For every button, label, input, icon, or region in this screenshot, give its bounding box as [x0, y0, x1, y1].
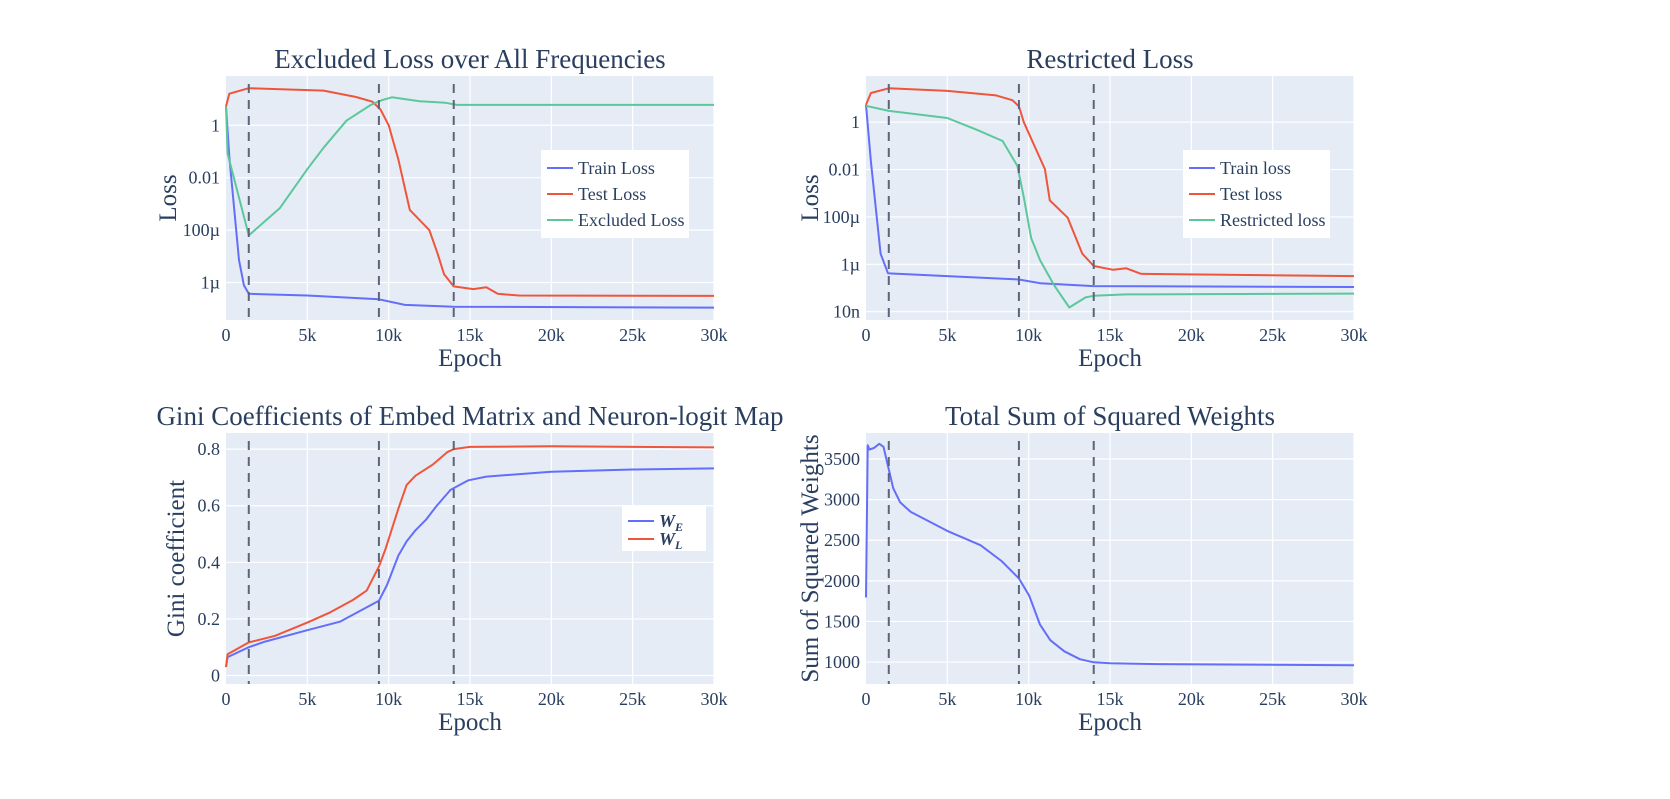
y-tick-label: 1000: [824, 652, 860, 672]
x-tick-label: 30k: [701, 689, 728, 709]
x-tick-label: 5k: [938, 689, 956, 709]
x-tick-label: 30k: [1341, 325, 1368, 345]
x-axis-title: Epoch: [1078, 345, 1142, 372]
y-tick-label: 10n: [833, 302, 860, 322]
x-tick-label: 15k: [457, 689, 484, 709]
chart-title: Total Sum of Squared Weights: [945, 401, 1275, 431]
y-axis-title: Gini coefficient: [163, 480, 190, 637]
x-axis-title: Epoch: [438, 709, 502, 736]
subplot-1: 0 5k 10k 15k 20k 25k 30k 1 0.01 100µ 1µ Excluded Lo…: [155, 44, 728, 372]
y-tick-label: 0.01: [189, 168, 221, 188]
series-line-3: [865, 104, 1355, 309]
x-tick-label: 10k: [1015, 325, 1042, 345]
x-tick-label: 20k: [538, 689, 565, 709]
y-tick-label: 1µ: [841, 254, 860, 274]
x-tick-label: 0: [222, 325, 231, 345]
y-tick-label: 0.8: [198, 439, 221, 459]
legend-label: Restricted loss: [1220, 210, 1326, 230]
x-tick-label: 30k: [701, 325, 728, 345]
y-tick-label: 0.2: [198, 609, 221, 629]
x-tick-label: 10k: [375, 325, 402, 345]
x-tick-label: 10k: [1015, 689, 1042, 709]
legend-label-subscript: L: [674, 538, 682, 552]
legend-label: Excluded Loss: [578, 210, 684, 230]
chart-title: Restricted Loss: [1026, 44, 1193, 74]
x-tick-label: 0: [862, 689, 871, 709]
legend-box: [622, 505, 706, 551]
y-tick-label: 1: [851, 112, 860, 132]
legend-label: Test loss: [1220, 184, 1282, 204]
x-tick-label: 10k: [375, 689, 402, 709]
y-tick-label: 0.4: [198, 552, 221, 572]
y-axis-title: Loss: [155, 174, 182, 221]
x-tick-label: 5k: [938, 325, 956, 345]
series-line-1: [865, 104, 1355, 288]
y-tick-label: 0.6: [198, 496, 221, 516]
y-tick-label: 100µ: [823, 207, 860, 227]
x-tick-label: 5k: [298, 689, 316, 709]
x-tick-label: 30k: [1341, 689, 1368, 709]
y-tick-label: 3500: [824, 449, 860, 469]
y-tick-label: 2500: [824, 530, 860, 550]
subplot-4: 0 5k 10k 15k 20k 25k 30k 1000 1500 2000 2500 3000 35…: [797, 401, 1368, 736]
x-tick-label: 25k: [619, 689, 646, 709]
x-tick-label: 25k: [1259, 689, 1286, 709]
x-tick-label: 5k: [298, 325, 316, 345]
y-axis-title: Loss: [797, 174, 824, 221]
x-tick-label: 15k: [457, 325, 484, 345]
x-tick-label: 25k: [1259, 325, 1286, 345]
y-tick-label: 100µ: [183, 220, 220, 240]
legend-label: Train loss: [1220, 158, 1291, 178]
subplot-2: 0 5k 10k 15k 20k 25k 30k 1 0.01 100µ 1µ 10n Restrict…: [797, 44, 1368, 372]
x-tick-label: 20k: [1178, 325, 1205, 345]
series-line-3: [225, 96, 714, 237]
y-tick-label: 0.01: [829, 160, 861, 180]
series-line-2: [225, 87, 715, 297]
x-tick-label: 25k: [619, 325, 646, 345]
x-axis-title: Epoch: [438, 345, 502, 372]
y-tick-label: 2000: [824, 571, 860, 591]
x-tick-label: 0: [862, 325, 871, 345]
legend: Train Loss Test Loss Excluded Loss: [541, 150, 689, 238]
legend-label: Test Loss: [578, 184, 646, 204]
series-line-1: [865, 442, 1355, 667]
y-tick-label: 1µ: [201, 273, 220, 293]
y-tick-label: 1500: [824, 611, 860, 631]
x-tick-label: 0: [222, 689, 231, 709]
series-line-1: [225, 467, 715, 668]
x-tick-label: 20k: [1178, 689, 1205, 709]
series-line-2: [865, 87, 1355, 278]
chart-title: Gini Coefficients of Embed Matrix and Ne…: [156, 401, 783, 431]
y-tick-label: 1: [211, 115, 220, 135]
y-axis-title: Sum of Squared Weights: [797, 434, 824, 682]
x-tick-label: 20k: [538, 325, 565, 345]
chart-title: Excluded Loss over All Frequencies: [274, 44, 665, 74]
y-tick-label: 0: [211, 666, 220, 686]
x-tick-label: 15k: [1097, 325, 1124, 345]
x-axis-title: Epoch: [1078, 709, 1142, 736]
legend-label-subscript: E: [674, 520, 683, 534]
series-line-1: [225, 106, 715, 309]
legend-label: Train Loss: [578, 158, 655, 178]
legend: Train loss Test loss Restricted loss: [1183, 150, 1330, 238]
y-tick-label: 3000: [824, 490, 860, 510]
x-tick-label: 15k: [1097, 689, 1124, 709]
subplot-3: 0 5k 10k 15k 20k 25k 30k 0 0.2 0.4 0.6 0.8 Gini Coef…: [156, 401, 783, 736]
